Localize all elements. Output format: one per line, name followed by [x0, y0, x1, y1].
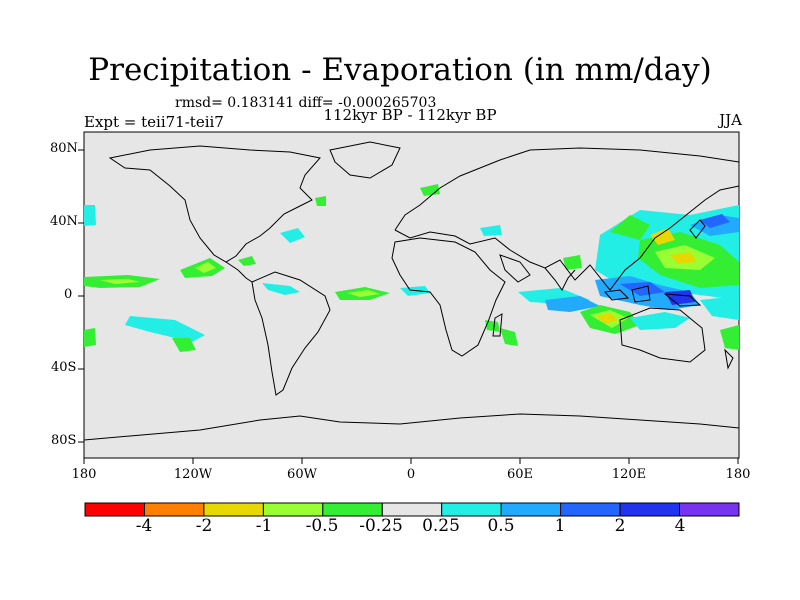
colorbar-swatch [500, 502, 562, 517]
anomaly-patch [195, 262, 216, 273]
anomaly-patch [262, 283, 300, 295]
lat-label-80n: 80N [50, 141, 78, 156]
coastlines [83, 141, 740, 441]
coastline-japan [689, 219, 706, 239]
lon-label-120e: 120E [611, 467, 647, 482]
anomaly-patch [630, 312, 690, 330]
lon-label-120w: 120W [173, 467, 213, 482]
plot-subtitle: 112kyr BP - 112kyr BP [323, 106, 497, 124]
lon-label-180w: 180 [71, 467, 97, 482]
coastline-sumatra [604, 289, 630, 301]
colorbar-label: 1 [554, 516, 566, 536]
colorbar-label: -0.25 [359, 516, 403, 536]
season-label: JJA [719, 111, 742, 129]
coastline-india [544, 267, 576, 291]
coastline-borneo [631, 285, 651, 303]
anomaly-patch [620, 282, 665, 296]
stats-line: rmsd= 0.183141 diff= -0.000265703 [175, 95, 437, 111]
anomaly-patch [100, 279, 140, 284]
anomaly-patch [650, 228, 675, 245]
anomaly-patch [670, 252, 697, 264]
colorbar [84, 502, 740, 517]
colorbar-swatch [322, 502, 383, 517]
lat-label-40s: 40S [51, 360, 77, 375]
coastline-new-guinea [663, 293, 702, 307]
colorbar-swatch [203, 502, 264, 517]
lon-label-60w: 60W [287, 467, 317, 482]
anomaly-patch [480, 225, 502, 236]
plot-title: Precipitation - Evaporation (in mm/day) [88, 52, 712, 88]
anomaly-patch [238, 256, 256, 266]
colorbar-label: 0.5 [487, 516, 515, 536]
lat-label-0: 0 [64, 287, 73, 302]
anomaly-patch [84, 328, 96, 347]
coastline-new-zealand [724, 348, 734, 370]
experiment-label: Expt = teii71-teii7 [84, 113, 224, 131]
anomaly-patch [420, 184, 440, 196]
anomaly-patch [700, 296, 739, 320]
colorbar-swatch [619, 502, 681, 517]
coastline-australia [619, 307, 706, 363]
colorbar-swatch [560, 502, 621, 517]
colorbar-label: 4 [674, 516, 686, 536]
lat-label-80s: 80S [51, 433, 77, 448]
coastline-arabia [499, 254, 531, 283]
colorbar-label: -1 [255, 516, 273, 536]
lon-label-0: 0 [406, 467, 416, 482]
colorbar-swatch [441, 502, 502, 517]
colorbar-swatch [381, 502, 443, 517]
coastline-madagascar [492, 313, 503, 337]
anomaly-patch [347, 290, 380, 297]
anomaly-patch [720, 325, 739, 350]
coastline-south-america [251, 271, 331, 396]
lon-label-180e: 180 [725, 467, 751, 482]
anomaly-patch [596, 313, 618, 324]
coastline-antarctica [83, 413, 740, 441]
coastline-north-america [108, 145, 321, 263]
anomaly-patch [172, 338, 196, 352]
anomaly-patch [485, 320, 500, 332]
anomaly-patch [545, 296, 600, 312]
colorbar-swatch [679, 502, 740, 517]
anomaly-patch [280, 228, 305, 243]
colorbar-label: -2 [195, 516, 213, 536]
colorbar-label: -0.5 [305, 516, 339, 536]
anomaly-patch [315, 196, 326, 206]
axis-ticks [78, 149, 739, 464]
colorbar-label: -4 [135, 516, 153, 536]
coastline-eurasia-north [394, 147, 740, 231]
anomaly-patch [563, 255, 582, 270]
anomaly-patch [84, 205, 96, 226]
anomaly-patch [610, 215, 650, 240]
colorbar-swatch [84, 502, 145, 517]
colorbar-label: 0.25 [422, 516, 460, 536]
anomaly-patch [500, 328, 518, 346]
coastline-africa [391, 237, 506, 357]
lat-label-40n: 40N [50, 214, 78, 229]
colorbar-swatch [262, 502, 324, 517]
anomaly-patch [665, 290, 695, 305]
coastline-greenland [329, 141, 401, 179]
anomaly-patch [125, 316, 205, 342]
lon-label-60e: 60E [506, 467, 534, 482]
anomaly-patch [700, 214, 730, 228]
coastline-eurasia-south [394, 185, 740, 291]
colorbar-label: 2 [614, 516, 626, 536]
colorbar-swatch [144, 502, 205, 517]
coastline-central-america [225, 261, 253, 283]
